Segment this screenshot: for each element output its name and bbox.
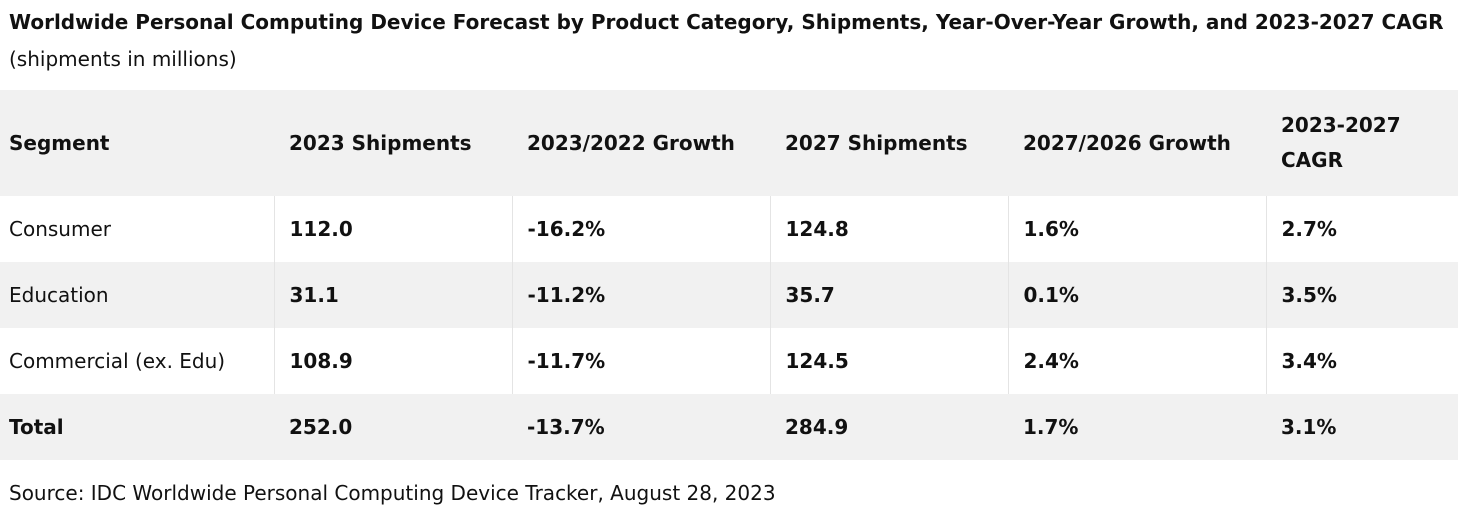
cell-2027-growth: 1.7% xyxy=(1023,415,1079,439)
table-row: Consumer 112.0 -16.2% 124.8 1.6% 2.7% xyxy=(0,196,1458,262)
table-row-total: Total 252.0 -13.7% 284.9 1.7% 3.1% xyxy=(0,394,1458,460)
forecast-table: Segment 2023 Shipments 2023/2022 Growth … xyxy=(0,90,1458,460)
cell-2023-growth: -11.7% xyxy=(511,328,770,394)
header-row: Segment 2023 Shipments 2023/2022 Growth … xyxy=(0,90,1458,196)
cell-2023-shipments: 108.9 xyxy=(273,328,512,394)
cell-2023-growth: -13.7% xyxy=(527,415,605,439)
cell-cagr: 2.7% xyxy=(1265,196,1458,262)
header-cagr: 2023-2027 CAGR xyxy=(1281,113,1401,172)
header-segment: Segment xyxy=(9,130,110,155)
cell-segment: Commercial (ex. Edu) xyxy=(9,349,226,373)
cell-2027-growth: 0.1% xyxy=(1007,262,1266,328)
header-2023-shipments: 2023 Shipments xyxy=(289,130,472,155)
source-note: Source: IDC Worldwide Personal Computing… xyxy=(9,481,776,505)
cell-cagr: 3.1% xyxy=(1281,415,1337,439)
cell-2027-shipments: 124.8 xyxy=(769,196,1008,262)
cell-2023-shipments: 112.0 xyxy=(273,196,512,262)
cell-2027-growth: 1.6% xyxy=(1007,196,1266,262)
table-body: Consumer 112.0 -16.2% 124.8 1.6% 2.7% Ed… xyxy=(0,196,1458,460)
cell-2027-shipments: 124.5 xyxy=(769,328,1008,394)
table-caption: Worldwide Personal Computing Device Fore… xyxy=(9,4,1454,78)
cell-2027-shipments: 35.7 xyxy=(769,262,1008,328)
table-title: Worldwide Personal Computing Device Fore… xyxy=(9,10,1444,34)
cell-2023-shipments: 31.1 xyxy=(273,262,512,328)
header-2027-2026-growth: 2027/2026 Growth xyxy=(1023,130,1231,155)
cell-2023-growth: -11.2% xyxy=(511,262,770,328)
header-2027-shipments: 2027 Shipments xyxy=(785,130,968,155)
cell-2023-growth: -16.2% xyxy=(511,196,770,262)
cell-cagr: 3.4% xyxy=(1265,328,1458,394)
cell-2023-shipments: 252.0 xyxy=(289,415,353,439)
cell-segment: Consumer xyxy=(9,217,111,241)
cell-segment: Education xyxy=(9,283,109,307)
cell-segment: Total xyxy=(9,415,64,439)
table-row: Education 31.1 -11.2% 35.7 0.1% 3.5% xyxy=(0,262,1458,328)
cell-2027-shipments: 284.9 xyxy=(785,415,849,439)
header-2023-2022-growth: 2023/2022 Growth xyxy=(527,130,735,155)
table-header: Segment 2023 Shipments 2023/2022 Growth … xyxy=(0,90,1458,196)
table-units: (shipments in millions) xyxy=(9,47,237,71)
table-row: Commercial (ex. Edu) 108.9 -11.7% 124.5 … xyxy=(0,328,1458,394)
cell-cagr: 3.5% xyxy=(1265,262,1458,328)
cell-2027-growth: 2.4% xyxy=(1007,328,1266,394)
